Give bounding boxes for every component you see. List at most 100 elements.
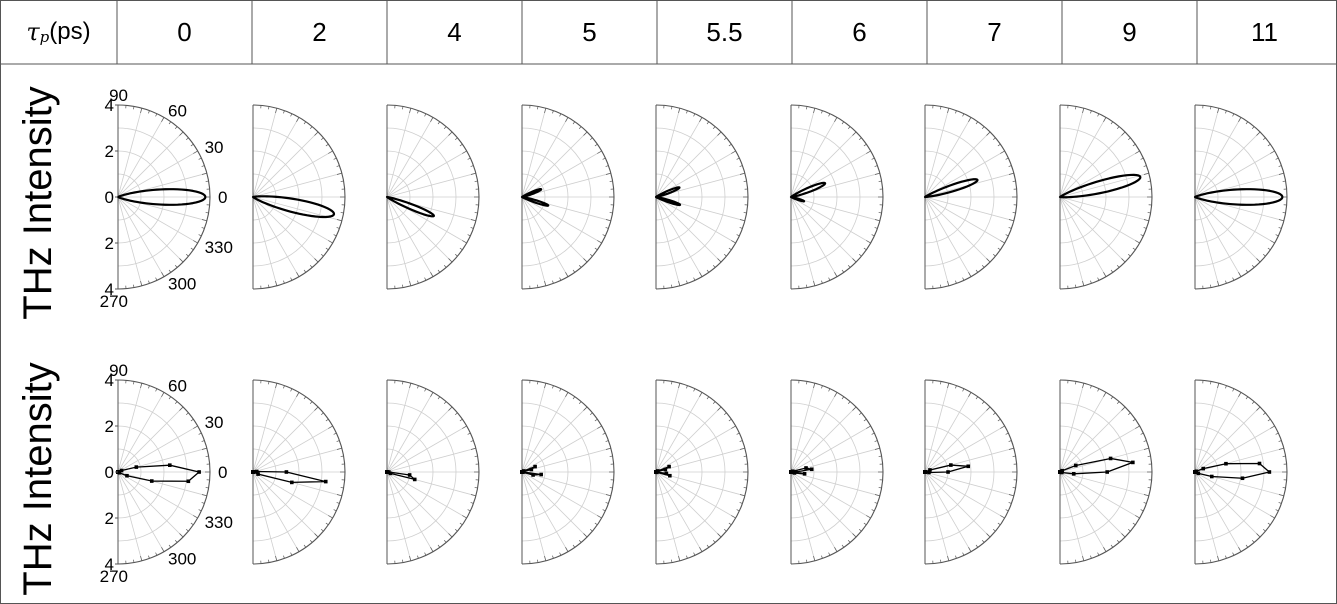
arc-tick: [997, 143, 1001, 147]
arc-tick: [333, 509, 337, 512]
arc-tick: [1282, 212, 1286, 214]
arc-tick: [424, 277, 427, 281]
arc-tick: [1225, 280, 1227, 284]
arc-tick: [1210, 106, 1212, 110]
grid-spoke: [1059, 471, 1140, 519]
grid-spoke: [252, 150, 333, 198]
data-point: [1108, 456, 1113, 461]
arc-tick: [320, 412, 324, 416]
arc-tick: [1278, 219, 1284, 222]
arc-tick: [1097, 388, 1100, 392]
grid-spoke: [521, 392, 569, 473]
arc-tick: [1008, 502, 1012, 504]
grid-spoke: [1194, 131, 1261, 198]
arc-tick: [717, 406, 722, 411]
arc-tick: [717, 131, 722, 136]
arc-tick: [290, 113, 293, 117]
arc-tick: [448, 131, 453, 136]
data-point: [134, 465, 139, 469]
arc-tick: [975, 396, 979, 400]
arc-tick: [739, 447, 745, 450]
arc-tick: [739, 172, 745, 175]
arc-tick: [834, 392, 838, 397]
angle-tick-label: 330: [205, 513, 233, 532]
grid-spoke: [1194, 117, 1242, 198]
polar-curve: [1058, 173, 1142, 199]
arc-tick: [1097, 552, 1100, 556]
data-point: [946, 470, 950, 474]
arc-tick: [462, 240, 467, 244]
arc-tick: [997, 418, 1001, 422]
arc-tick: [190, 522, 194, 526]
radial-tick-label: 4: [105, 280, 114, 299]
arc-tick: [699, 547, 703, 552]
grid-spoke: [252, 471, 300, 552]
grid-spoke: [1059, 471, 1126, 538]
grid-spoke: [790, 196, 838, 277]
grid-spoke: [521, 471, 611, 497]
arc-tick: [1262, 137, 1266, 141]
grid-spoke: [117, 471, 165, 552]
arc-tick: [858, 528, 862, 532]
arc-tick: [736, 509, 740, 512]
arc-tick: [296, 547, 300, 552]
grid-spoke: [790, 117, 838, 198]
data-point: [923, 470, 927, 474]
arc-tick: [1082, 555, 1085, 561]
grid-spoke: [790, 471, 871, 519]
arc-tick: [686, 280, 688, 284]
arc-tick: [201, 447, 207, 450]
arc-tick: [589, 528, 593, 532]
arc-tick: [1147, 455, 1151, 457]
arc-tick: [609, 180, 613, 182]
angle-tick-label: 0: [218, 188, 227, 207]
arc-tick: [275, 108, 278, 114]
grid-spoke: [252, 196, 319, 263]
grid-spoke: [655, 196, 736, 244]
arc-tick: [205, 180, 209, 182]
arc-tick: [605, 440, 609, 442]
arc-tick: [1005, 432, 1009, 435]
arc-tick: [602, 157, 606, 160]
arc-tick: [201, 494, 207, 497]
arc-tick: [975, 121, 979, 125]
arc-tick: [168, 121, 172, 125]
polar-curve: [1193, 188, 1284, 206]
arc-tick: [981, 539, 985, 543]
grid-spoke: [386, 471, 412, 561]
grid-spoke: [1194, 392, 1242, 473]
grid-spoke: [1194, 425, 1275, 473]
grid-spoke: [117, 150, 198, 198]
arc-tick: [174, 126, 178, 130]
arc-tick: [1256, 406, 1261, 411]
grid-spoke: [790, 196, 816, 286]
arc-tick: [268, 559, 270, 563]
arc-tick: [336, 165, 340, 167]
arc-tick: [133, 284, 135, 288]
arc-tick: [806, 559, 808, 563]
radial-tick-label: 0: [105, 463, 114, 482]
grid-spoke: [1194, 383, 1220, 473]
data-point: [1073, 463, 1078, 468]
arc-tick: [140, 280, 143, 286]
data-point: [149, 479, 154, 483]
arc-tick: [992, 528, 996, 532]
arc-tick: [1278, 440, 1282, 442]
arc-tick: [871, 234, 875, 237]
arc-tick: [168, 269, 172, 273]
arc-tick: [717, 533, 722, 538]
arc-tick: [955, 555, 957, 559]
grid-spoke: [521, 196, 547, 286]
grid-spoke: [1059, 383, 1085, 473]
grid-spoke: [386, 471, 453, 538]
arc-tick: [565, 117, 569, 122]
arc-tick: [467, 432, 471, 435]
arc-tick: [1121, 406, 1126, 411]
arc-tick: [572, 544, 576, 548]
arc-tick: [325, 247, 329, 251]
arc-tick: [693, 277, 696, 281]
arc-tick: [1238, 392, 1242, 397]
arc-tick: [728, 418, 732, 422]
polar-panel-r2-tau-11: [1193, 379, 1288, 565]
